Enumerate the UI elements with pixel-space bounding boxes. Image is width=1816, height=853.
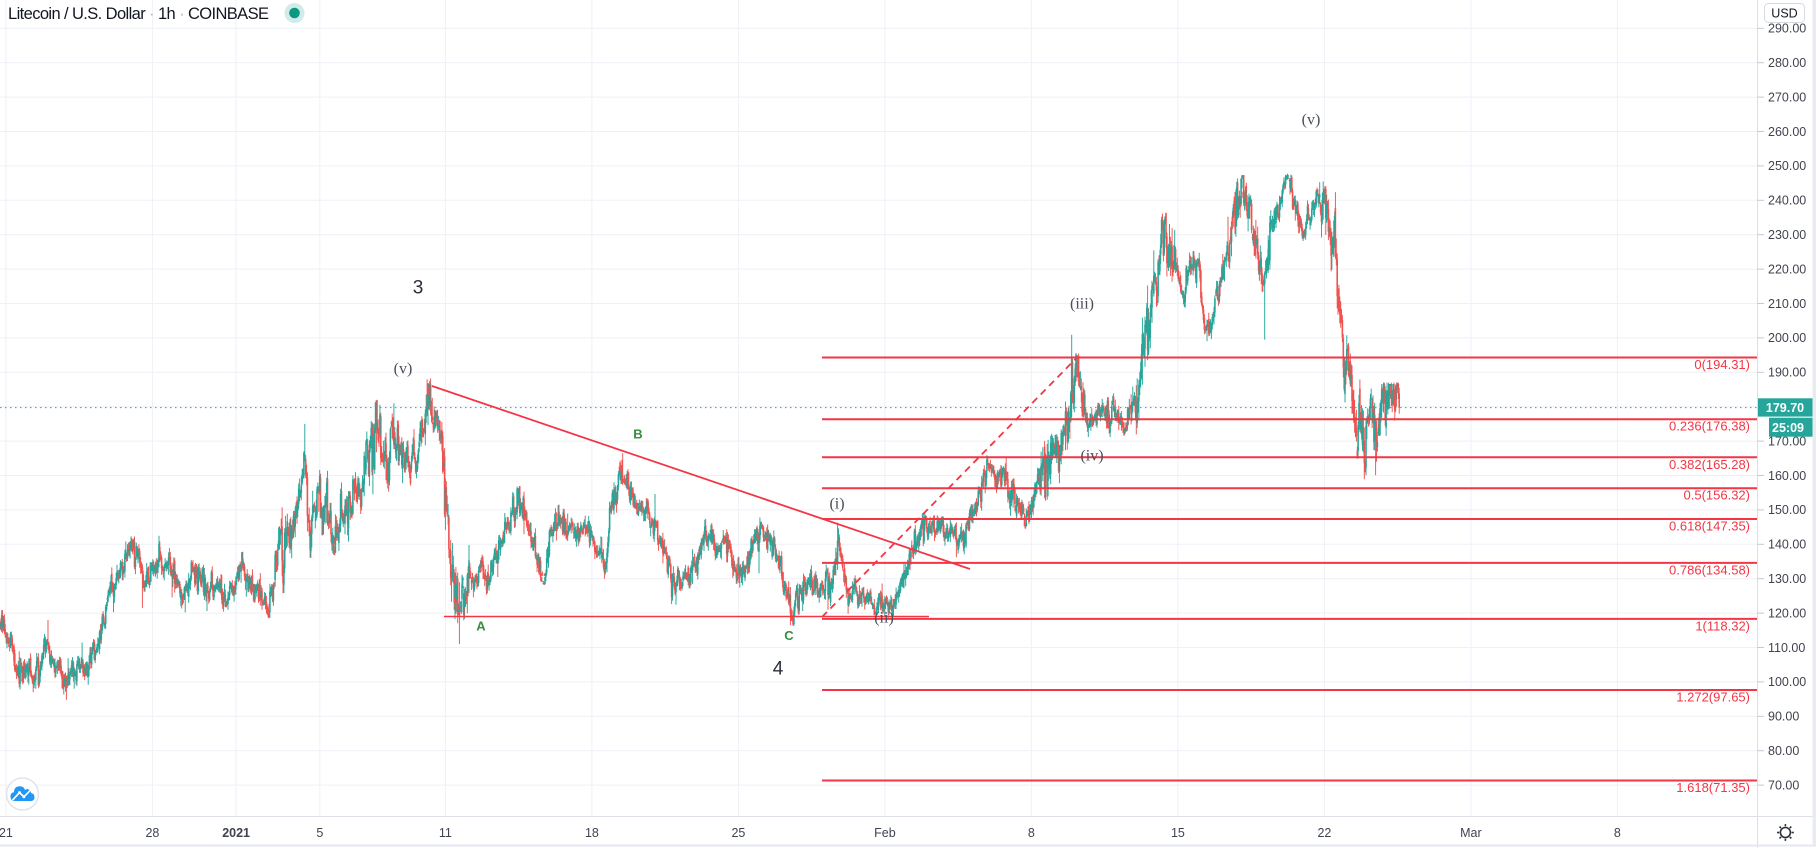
svg-text:0(194.31): 0(194.31) xyxy=(1694,357,1750,372)
svg-text:1(118.32): 1(118.32) xyxy=(1695,618,1750,633)
svg-text:Mar: Mar xyxy=(1460,826,1482,840)
svg-text:0.618(147.35): 0.618(147.35) xyxy=(1669,519,1750,534)
svg-text:90.00: 90.00 xyxy=(1768,710,1799,724)
svg-text:240.00: 240.00 xyxy=(1768,194,1806,208)
svg-text:8: 8 xyxy=(1028,826,1035,840)
svg-text:200.00: 200.00 xyxy=(1768,331,1806,345)
svg-text:220.00: 220.00 xyxy=(1768,262,1806,276)
svg-text:260.00: 260.00 xyxy=(1768,125,1806,139)
svg-text:(iv): (iv) xyxy=(1080,448,1103,465)
svg-text:11: 11 xyxy=(439,826,452,840)
svg-text:280.00: 280.00 xyxy=(1768,56,1806,70)
svg-text:210.00: 210.00 xyxy=(1768,297,1806,311)
svg-text:18: 18 xyxy=(585,826,599,840)
svg-text:80.00: 80.00 xyxy=(1768,744,1799,758)
svg-text:0.786(134.58): 0.786(134.58) xyxy=(1669,562,1750,577)
svg-text:150.00: 150.00 xyxy=(1768,503,1806,517)
svg-text:160.00: 160.00 xyxy=(1768,469,1806,483)
svg-text:(iii): (iii) xyxy=(1070,296,1094,313)
svg-text:120.00: 120.00 xyxy=(1768,606,1806,620)
svg-text:0.382(165.28): 0.382(165.28) xyxy=(1669,457,1750,472)
svg-text:25:09: 25:09 xyxy=(1772,421,1804,435)
svg-text:3: 3 xyxy=(413,278,424,299)
svg-text:(v): (v) xyxy=(1302,112,1321,129)
svg-text:290.00: 290.00 xyxy=(1768,22,1806,36)
svg-text:140.00: 140.00 xyxy=(1768,538,1806,552)
svg-text:28: 28 xyxy=(145,826,159,840)
svg-text:25: 25 xyxy=(731,826,745,840)
svg-text:USD: USD xyxy=(1771,7,1797,21)
svg-text:(v): (v) xyxy=(394,361,413,378)
svg-text:0.5(156.32): 0.5(156.32) xyxy=(1684,488,1751,503)
svg-text:230.00: 230.00 xyxy=(1768,228,1806,242)
svg-text:4: 4 xyxy=(773,659,784,680)
svg-text:179.70: 179.70 xyxy=(1766,401,1804,415)
svg-text:1.272(97.65): 1.272(97.65) xyxy=(1676,690,1750,705)
svg-text:8: 8 xyxy=(1614,826,1621,840)
svg-text:250.00: 250.00 xyxy=(1768,159,1806,173)
svg-text:A: A xyxy=(476,619,486,634)
svg-text:Feb: Feb xyxy=(874,826,896,840)
svg-text:15: 15 xyxy=(1171,826,1185,840)
svg-text:B: B xyxy=(633,427,642,442)
svg-text:1.618(71.35): 1.618(71.35) xyxy=(1676,780,1750,795)
svg-text:100.00: 100.00 xyxy=(1768,675,1806,689)
svg-text:21: 21 xyxy=(0,826,13,840)
svg-text:(i): (i) xyxy=(829,496,844,513)
svg-text:0.236(176.38): 0.236(176.38) xyxy=(1669,419,1750,434)
svg-text:110.00: 110.00 xyxy=(1768,641,1805,655)
svg-text:190.00: 190.00 xyxy=(1768,366,1806,380)
svg-text:5: 5 xyxy=(316,826,323,840)
svg-text:270.00: 270.00 xyxy=(1768,90,1806,104)
svg-text:130.00: 130.00 xyxy=(1768,572,1806,586)
svg-text:C: C xyxy=(784,628,794,643)
svg-text:70.00: 70.00 xyxy=(1768,778,1799,792)
svg-text:2021: 2021 xyxy=(222,826,250,840)
svg-text:22: 22 xyxy=(1317,826,1331,840)
svg-text:Litecoin / U.S. Dollar · 1h ·: Litecoin / U.S. Dollar · 1h · COINBASE xyxy=(8,5,269,23)
svg-text:(ii): (ii) xyxy=(874,610,894,627)
